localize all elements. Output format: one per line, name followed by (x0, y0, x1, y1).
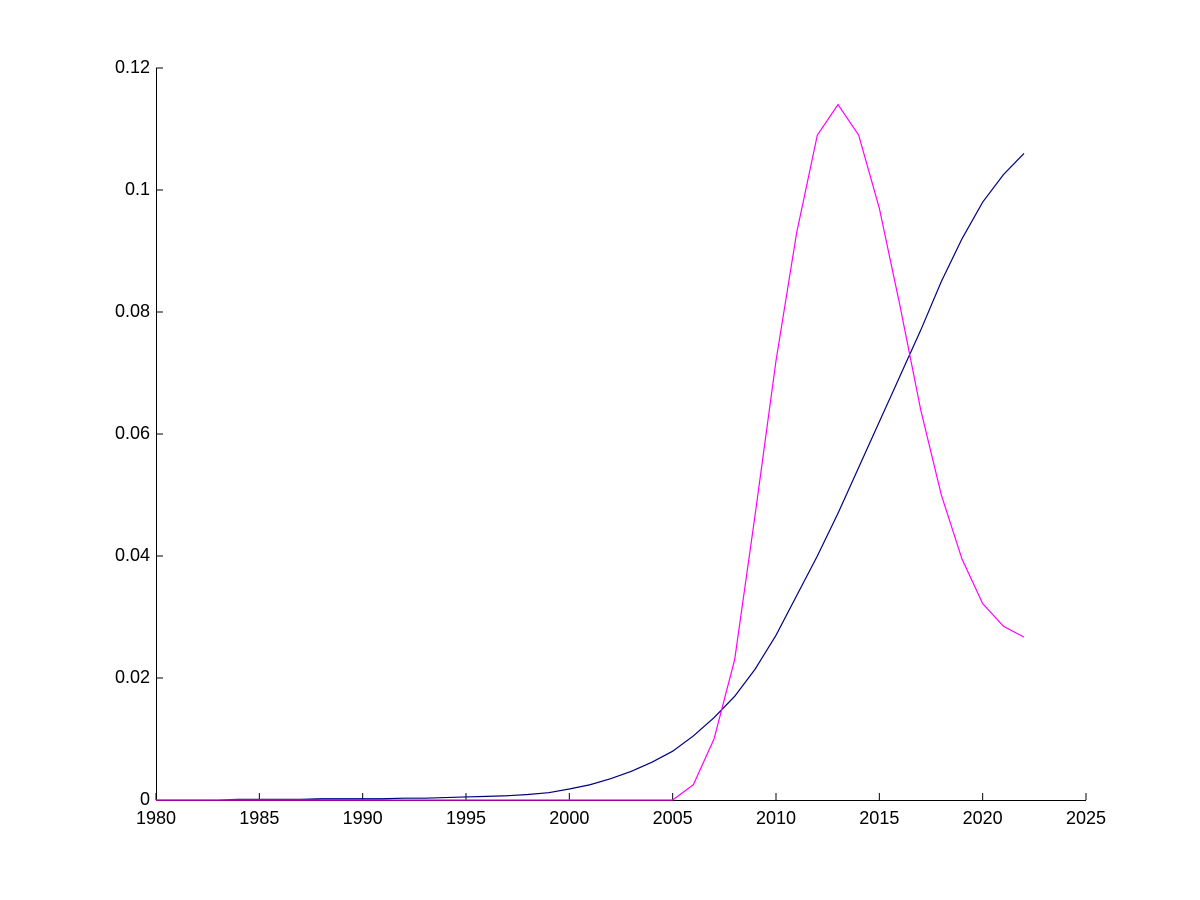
y-tick-label: 0.02 (115, 667, 150, 687)
x-tick-label: 1985 (239, 808, 279, 828)
series-line (156, 152, 1025, 801)
x-tick-label: 2020 (963, 808, 1003, 828)
x-tick-label: 2000 (549, 808, 589, 828)
x-tick-label: 2015 (859, 808, 899, 828)
x-tick-label: 2025 (1066, 808, 1106, 828)
y-tick-label: 0.04 (115, 545, 150, 565)
y-tick-label: 0.06 (115, 423, 150, 443)
x-tick-label: 2010 (756, 808, 796, 828)
y-tick-label: 0.12 (115, 57, 150, 77)
x-tick-label: 1990 (343, 808, 383, 828)
y-tick-label: 0 (140, 789, 150, 809)
series-line (156, 103, 1025, 801)
x-tick-label: 1980 (136, 808, 176, 828)
x-tick-label: 1995 (446, 808, 486, 828)
y-tick-label: 0.08 (115, 301, 150, 321)
y-tick-label: 0.1 (125, 179, 150, 199)
x-tick-label: 2005 (653, 808, 693, 828)
